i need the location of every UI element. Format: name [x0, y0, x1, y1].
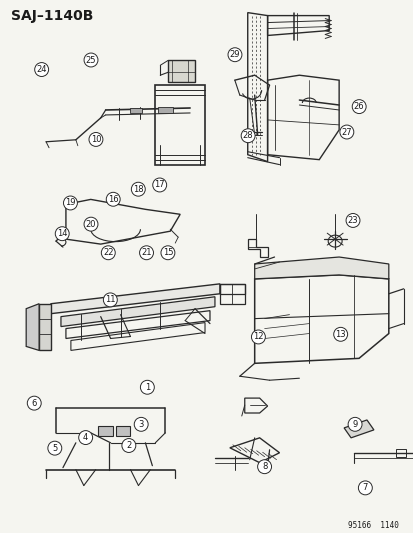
Circle shape [358, 481, 371, 495]
Text: 8: 8 [261, 462, 267, 471]
Text: 26: 26 [353, 102, 363, 111]
Circle shape [241, 129, 254, 143]
Text: 10: 10 [90, 135, 101, 144]
Circle shape [140, 381, 154, 394]
Text: 27: 27 [341, 127, 351, 136]
Circle shape [35, 62, 48, 77]
Circle shape [84, 53, 98, 67]
Polygon shape [51, 284, 219, 313]
Text: 23: 23 [347, 216, 358, 225]
Circle shape [333, 327, 347, 341]
Circle shape [131, 182, 145, 196]
Circle shape [55, 227, 69, 240]
Polygon shape [254, 257, 388, 279]
Circle shape [121, 439, 135, 453]
Text: 21: 21 [141, 248, 152, 257]
Text: 28: 28 [242, 131, 253, 140]
Circle shape [106, 192, 120, 206]
Text: 12: 12 [253, 333, 263, 342]
Polygon shape [39, 304, 51, 350]
Circle shape [161, 246, 174, 260]
Circle shape [84, 217, 98, 231]
Polygon shape [61, 297, 214, 327]
Circle shape [152, 178, 166, 192]
Text: 95166  1140: 95166 1140 [347, 521, 398, 530]
Text: 15: 15 [162, 248, 173, 257]
Circle shape [339, 125, 353, 139]
Circle shape [89, 133, 103, 147]
Text: 13: 13 [335, 330, 345, 339]
Text: 20: 20 [85, 220, 96, 229]
Text: 3: 3 [138, 420, 144, 429]
Text: 9: 9 [351, 420, 357, 429]
Polygon shape [343, 420, 373, 438]
Circle shape [351, 100, 365, 114]
Circle shape [347, 417, 361, 431]
Text: 14: 14 [57, 229, 67, 238]
Bar [395, 449, 405, 457]
Text: 7: 7 [362, 483, 367, 492]
Text: SAJ–1140B: SAJ–1140B [11, 9, 93, 22]
Circle shape [48, 441, 62, 455]
Text: 1: 1 [145, 383, 150, 392]
Circle shape [139, 246, 153, 260]
Text: 17: 17 [154, 181, 165, 189]
Circle shape [63, 196, 77, 210]
Text: 18: 18 [133, 185, 143, 193]
Circle shape [345, 214, 359, 228]
Text: 29: 29 [229, 50, 240, 59]
Text: 2: 2 [126, 441, 131, 450]
Circle shape [134, 417, 148, 431]
Polygon shape [26, 304, 39, 350]
Text: 19: 19 [65, 198, 76, 207]
Text: 11: 11 [105, 295, 115, 304]
Text: 16: 16 [108, 195, 118, 204]
Text: 24: 24 [36, 65, 47, 74]
Bar [130, 108, 142, 113]
Circle shape [27, 396, 41, 410]
Circle shape [251, 330, 265, 344]
Text: 4: 4 [83, 433, 88, 442]
Text: 5: 5 [52, 443, 57, 453]
Text: 22: 22 [103, 248, 113, 257]
Bar [158, 107, 173, 113]
Text: 6: 6 [31, 399, 37, 408]
Circle shape [257, 460, 271, 474]
Bar [97, 426, 112, 436]
Circle shape [101, 246, 115, 260]
Text: 25: 25 [85, 55, 96, 64]
Circle shape [103, 293, 117, 307]
Circle shape [228, 48, 241, 62]
Polygon shape [168, 60, 195, 82]
Bar [115, 426, 130, 436]
Circle shape [78, 431, 93, 445]
